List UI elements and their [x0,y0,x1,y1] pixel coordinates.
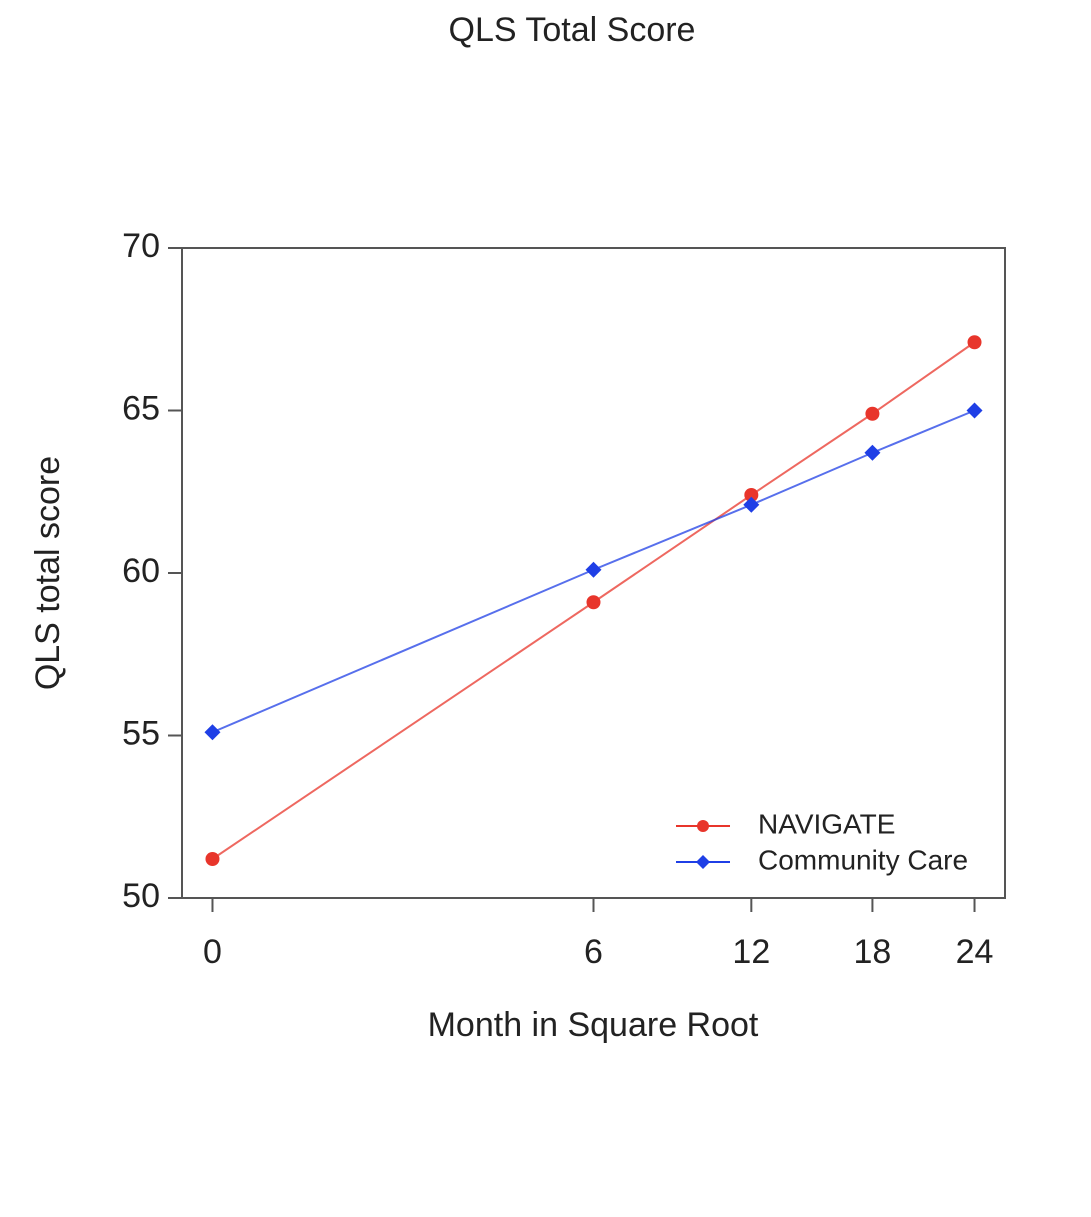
point [586,595,601,610]
point [966,402,983,419]
y-axis-label: QLS total score [29,456,67,690]
y-tick-label: 55 [122,714,160,752]
point [743,496,760,513]
point [585,561,602,578]
point [865,406,880,421]
point [744,488,759,502]
point [204,724,221,741]
x-tick-label: 0 [203,933,222,971]
legend-marker [697,820,709,832]
point [864,444,881,461]
chart-title: QLS Total Score [449,11,696,49]
x-tick-label: 24 [956,933,994,971]
point [967,335,982,350]
x-tick-label: 18 [854,933,892,971]
y-tick-label: 70 [122,227,160,265]
y-tick-label: 50 [122,877,160,915]
x-tick-label: 12 [732,933,770,971]
x-tick-label: 6 [584,933,603,971]
legend-label: Community Care [758,844,968,875]
x-axis-label: Month in Square Root [428,1006,759,1044]
y-tick-label: 60 [122,552,160,590]
legend-marker [696,855,710,869]
y-tick-label: 65 [122,389,160,427]
legend-label: NAVIGATE [758,808,895,839]
point [205,852,220,866]
